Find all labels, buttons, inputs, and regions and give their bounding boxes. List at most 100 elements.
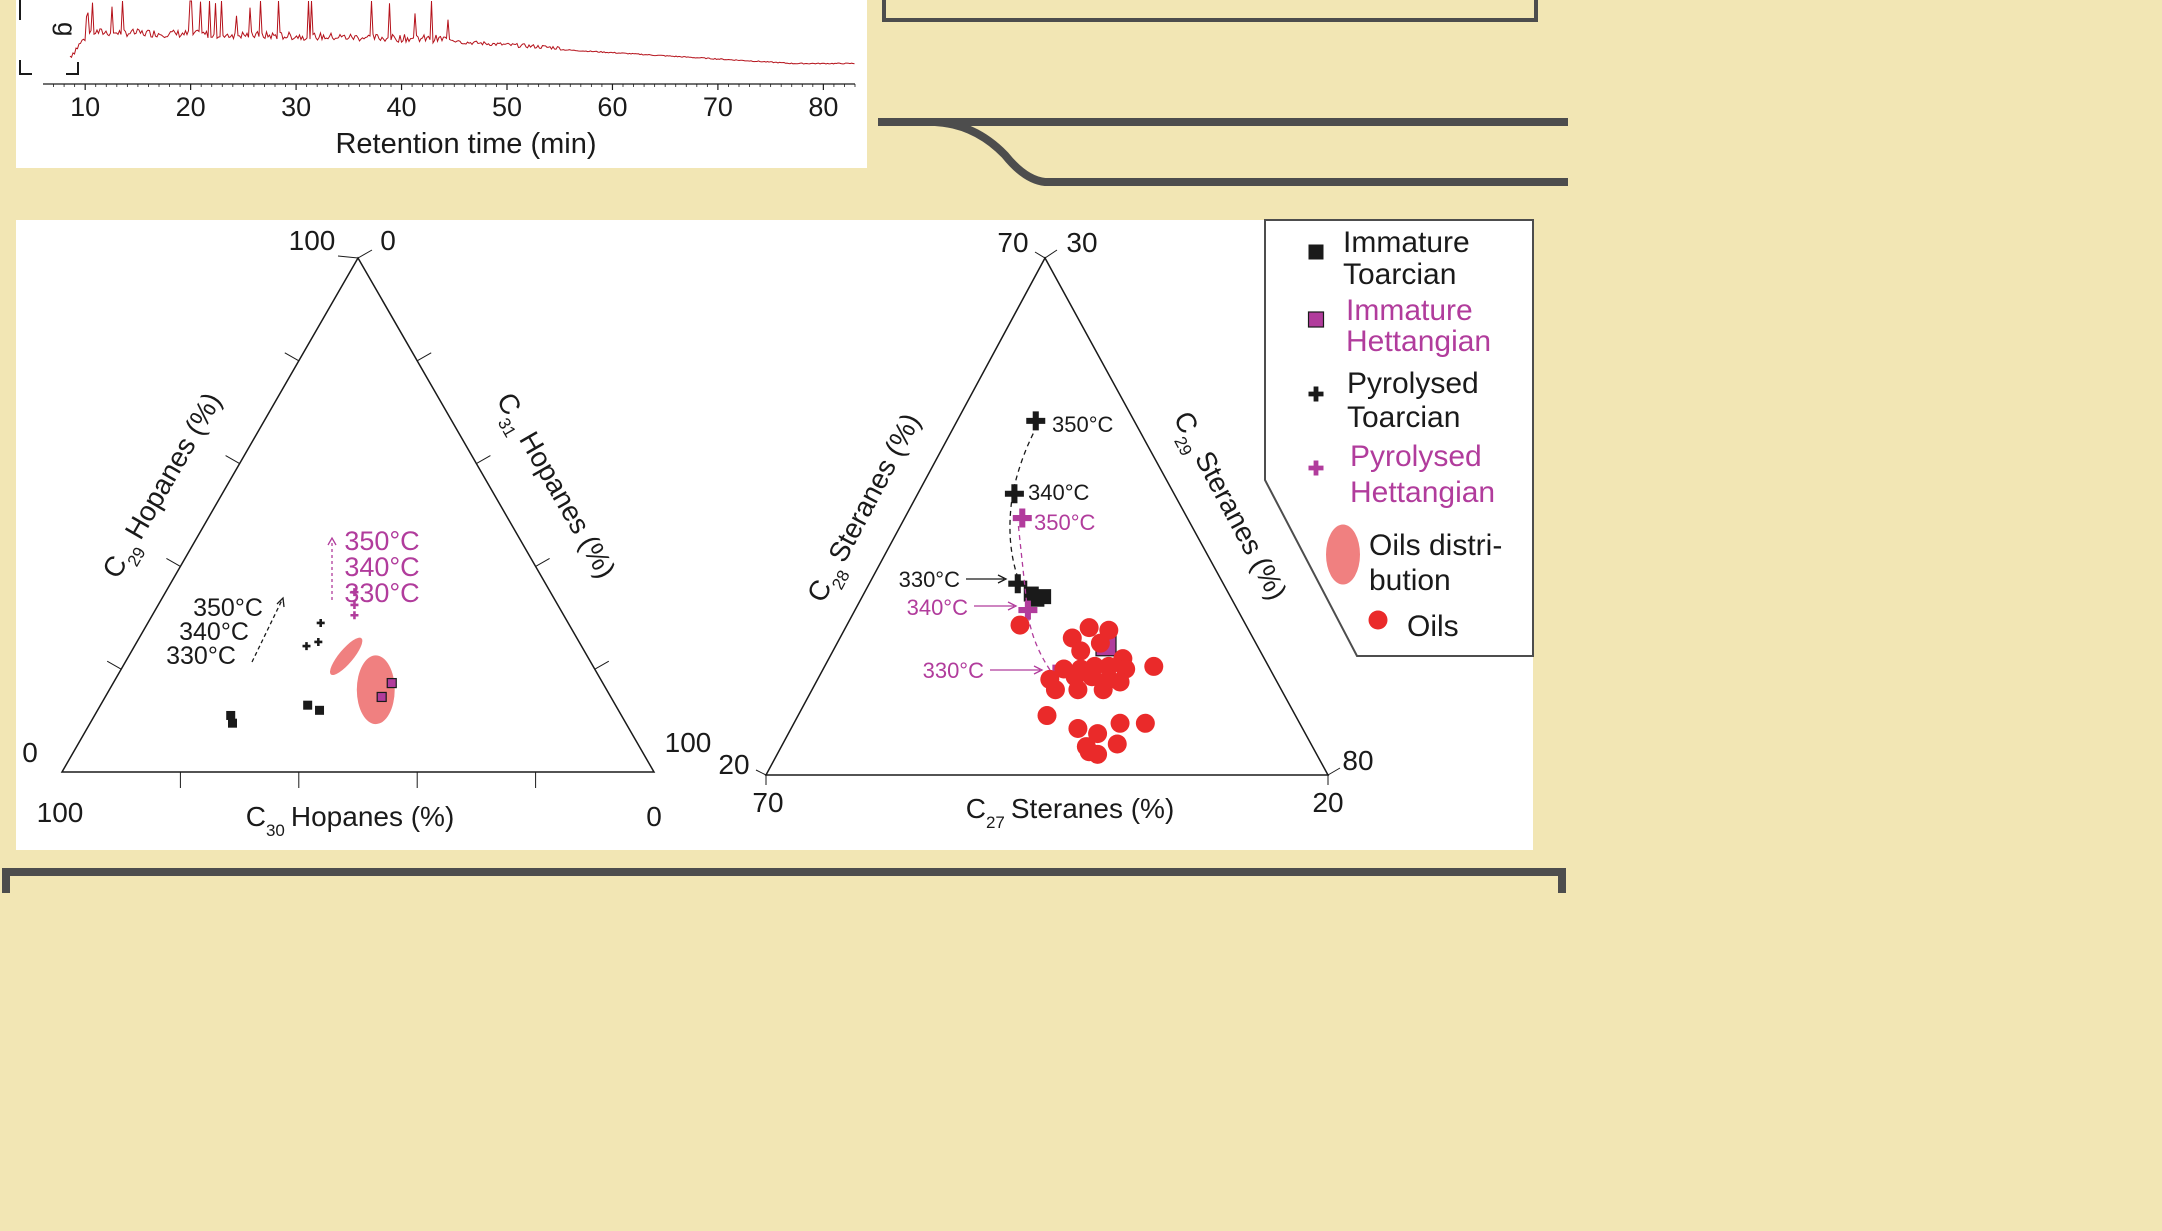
legend-label-line1: Pyrolysed bbox=[1350, 440, 1482, 473]
chromatogram-tick-label: 30 bbox=[281, 92, 311, 122]
hopanes-point-immature-toarcian bbox=[227, 718, 237, 728]
hopanes-right-tick bbox=[476, 455, 491, 465]
hopanes-point-immature-toarcian bbox=[303, 700, 313, 710]
steranes-point-pyrolysed-hettangian bbox=[1012, 508, 1032, 528]
ternary-hopanes-points bbox=[226, 588, 397, 728]
ternary-hopanes-ticks bbox=[106, 352, 610, 788]
hopanes-toarcian-350-label: 350°C bbox=[193, 594, 263, 622]
legend-label-line2: Toarcian bbox=[1343, 258, 1456, 291]
hopanes-right-bottom-label: 100 bbox=[665, 727, 712, 758]
hopanes-left-tick bbox=[284, 352, 300, 362]
hopanes-toarcian-330-label: 330°C bbox=[166, 642, 236, 670]
hopanes-left-tick bbox=[166, 557, 181, 567]
steranes-hettangian-trend bbox=[1017, 521, 1051, 671]
hopanes-bottom-end-label: 0 bbox=[646, 801, 662, 832]
steranes-point-immature-toarcian bbox=[1036, 589, 1052, 605]
steranes-right-bottom-label: 80 bbox=[1342, 745, 1373, 776]
steranes-point-oils bbox=[1110, 672, 1130, 692]
steranes-330-black-arrowhead bbox=[997, 574, 1008, 584]
steranes-left-top-label: 70 bbox=[997, 227, 1028, 258]
legend-label-line1: Pyrolysed bbox=[1347, 367, 1479, 400]
hopanes-point-immature-hettangian bbox=[386, 677, 397, 689]
hopanes-hettangian-330-label: 330°C bbox=[344, 578, 419, 608]
hopanes-hettangian-350-label: 350°C bbox=[344, 526, 419, 556]
steranes-toarcian-trend bbox=[1009, 431, 1035, 579]
steranes-point-oils bbox=[1107, 734, 1127, 754]
chromatogram-ylabel-fragment: g bbox=[52, 22, 82, 36]
steranes-hettangian-340-label: 340°C bbox=[907, 595, 969, 620]
top-right-box-frame bbox=[882, 0, 1538, 22]
steranes-point-oils bbox=[1110, 713, 1130, 733]
legend-marker bbox=[1308, 244, 1324, 260]
steranes-toarcian-330-label: 330°C bbox=[899, 567, 961, 592]
legend-label-line2: Hettangian bbox=[1350, 476, 1495, 509]
chromatogram-tick-label: 20 bbox=[176, 92, 206, 122]
legend-label-line2: Hettangian bbox=[1346, 325, 1491, 358]
figure-canvas: g 10 20 30 40 50 60 70 80 Retention time (min) … bbox=[0, 0, 1568, 893]
steranes-right-top-label: 30 bbox=[1066, 227, 1097, 258]
steranes-hettangian-350-label: 350°C bbox=[1034, 510, 1096, 535]
legend-marker bbox=[1308, 460, 1324, 476]
steranes-point-pyrolysed-toarcian bbox=[1004, 484, 1024, 504]
hopanes-left-bottom-label: 0 bbox=[22, 737, 38, 768]
steranes-point-oils bbox=[1090, 633, 1110, 653]
legend-oils-distribution-marker bbox=[1326, 524, 1360, 585]
hopanes-right-tick bbox=[416, 352, 432, 362]
chromatogram-tick-label: 70 bbox=[703, 92, 733, 122]
steranes-point-oils bbox=[1144, 656, 1164, 676]
chromatogram-trace bbox=[69, 0, 855, 65]
hopanes-left-tick bbox=[225, 455, 240, 465]
steranes-apex-ticks bbox=[1034, 249, 1058, 259]
hopanes-bottom-axis-title: C30 Hopanes (%) bbox=[246, 801, 455, 840]
chromatogram-xlabel: Retention time (min) bbox=[335, 128, 596, 160]
chromatogram-x-ticks: 10 20 30 40 50 60 70 80 bbox=[53, 84, 856, 122]
ternary-steranes-triangle bbox=[764, 256, 1330, 776]
hopanes-point-pyrolysed-toarcian bbox=[316, 618, 325, 627]
legend-label-line1: Oils distri- bbox=[1369, 529, 1502, 562]
legend-label-line1: Oils bbox=[1407, 610, 1459, 643]
hopanes-right-tick bbox=[594, 660, 610, 670]
ternary-hopanes-oils-region bbox=[329, 637, 395, 725]
hopanes-right-tick bbox=[535, 557, 550, 567]
hopanes-right-top-label: 0 bbox=[380, 225, 396, 256]
chromatogram-tick-label: 40 bbox=[387, 92, 417, 122]
steranes-point-oils bbox=[1068, 718, 1088, 738]
steranes-bottom-end-label: 20 bbox=[1312, 787, 1343, 818]
legend-marker bbox=[1368, 610, 1388, 630]
chromatogram-tick-label: 80 bbox=[808, 92, 838, 122]
steranes-toarcian-340-label: 340°C bbox=[1028, 480, 1090, 505]
steranes-point-oils bbox=[1093, 680, 1113, 700]
ternary-steranes-points bbox=[1004, 411, 1164, 764]
hopanes-point-immature-toarcian bbox=[315, 705, 325, 715]
hopanes-point-pyrolysed-hettangian bbox=[350, 588, 359, 597]
steranes-point-oils bbox=[1135, 713, 1155, 733]
hopanes-point-immature-hettangian bbox=[376, 691, 387, 703]
steranes-point-oils bbox=[1079, 618, 1099, 638]
steranes-point-oils bbox=[1082, 667, 1102, 687]
legend-label-line2: Toarcian bbox=[1347, 401, 1460, 434]
legend-marker bbox=[1308, 386, 1324, 402]
steranes-bottom-start-label: 70 bbox=[752, 787, 783, 818]
steranes-hettangian-330-label: 330°C bbox=[923, 658, 985, 683]
steranes-340-magenta-arrowhead bbox=[1007, 601, 1018, 611]
figure-stage: g 10 20 30 40 50 60 70 80 Retention time (min) … bbox=[0, 0, 1568, 893]
hopanes-point-pyrolysed-toarcian bbox=[302, 642, 311, 651]
hopanes-toarcian-arrowhead bbox=[276, 596, 285, 608]
legend-marker bbox=[1307, 311, 1325, 328]
chromatogram-tick-label: 60 bbox=[597, 92, 627, 122]
steranes-point-oils bbox=[1037, 706, 1057, 726]
steranes-point-oils bbox=[1088, 724, 1108, 744]
steranes-point-oils bbox=[1068, 680, 1088, 700]
hopanes-hettangian-arrowhead bbox=[327, 536, 337, 546]
steranes-330-magenta-arrowhead bbox=[1033, 665, 1044, 675]
steranes-point-oils bbox=[1045, 680, 1065, 700]
steranes-point-oils bbox=[1010, 615, 1030, 635]
hopanes-left-tick bbox=[106, 660, 122, 670]
connector-band-outer bbox=[878, 118, 1568, 186]
hopanes-oils-distribution bbox=[329, 637, 363, 676]
hopanes-point-pyrolysed-toarcian bbox=[314, 637, 323, 646]
steranes-point-oils bbox=[1088, 744, 1108, 764]
steranes-left-bottom-label: 20 bbox=[718, 749, 749, 780]
hopanes-point-immature-toarcian bbox=[226, 710, 236, 720]
legend-label-line2: bution bbox=[1369, 564, 1451, 597]
